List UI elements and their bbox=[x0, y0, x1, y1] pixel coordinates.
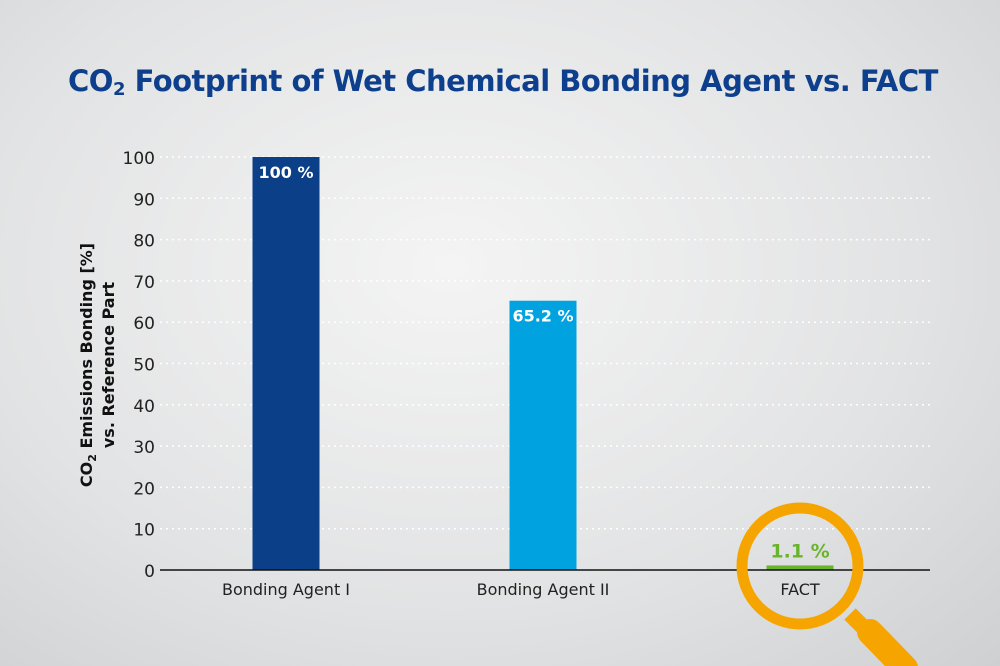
y-axis-label: CO2 Emissions Bonding [%] bbox=[77, 243, 99, 487]
y-tick-label: 20 bbox=[133, 479, 155, 499]
chart-title: CO2 Footprint of Wet Chemical Bonding Ag… bbox=[68, 64, 938, 100]
x-tick-label: FACT bbox=[780, 580, 820, 599]
bar bbox=[766, 565, 834, 570]
data-label: 1.1 % bbox=[770, 540, 829, 562]
magnifier-icon-handle bbox=[857, 619, 918, 666]
y-tick-label: 80 bbox=[133, 232, 155, 252]
y-tick-label: 30 bbox=[133, 438, 155, 458]
data-label: 100 % bbox=[259, 163, 314, 182]
y-tick-label: 10 bbox=[133, 521, 155, 541]
magnifier-icon bbox=[736, 502, 864, 630]
bar bbox=[252, 157, 320, 570]
bar bbox=[509, 300, 577, 570]
x-tick-label: Bonding Agent I bbox=[222, 580, 350, 599]
y-axis-label-line2: vs. Reference Part bbox=[99, 282, 118, 449]
y-tick-label: 0 bbox=[144, 562, 155, 582]
x-tick-label: Bonding Agent II bbox=[477, 580, 610, 599]
y-tick-label: 90 bbox=[133, 190, 155, 210]
y-tick-label: 60 bbox=[133, 314, 155, 334]
y-tick-label: 100 bbox=[123, 149, 155, 169]
y-tick-label: 70 bbox=[133, 273, 155, 293]
y-tick-label: 40 bbox=[133, 397, 155, 417]
y-tick-label: 50 bbox=[133, 356, 155, 376]
data-label: 65.2 % bbox=[512, 307, 573, 326]
